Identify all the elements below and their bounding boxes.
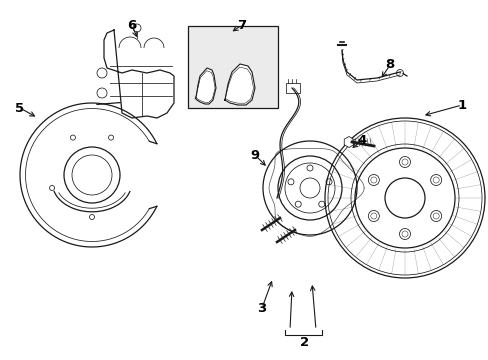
Text: 4: 4: [357, 134, 366, 147]
Text: 9: 9: [250, 149, 259, 162]
Text: 2: 2: [300, 336, 309, 348]
Bar: [285, 83, 299, 93]
Text: 8: 8: [385, 58, 394, 72]
Text: 3: 3: [257, 302, 266, 315]
Text: 7: 7: [237, 18, 246, 32]
Text: 5: 5: [16, 102, 24, 114]
Text: 1: 1: [456, 99, 466, 112]
Text: 6: 6: [127, 18, 136, 32]
Polygon shape: [195, 68, 216, 104]
Polygon shape: [224, 64, 254, 105]
Bar: [187, 26, 278, 108]
Polygon shape: [344, 136, 353, 148]
